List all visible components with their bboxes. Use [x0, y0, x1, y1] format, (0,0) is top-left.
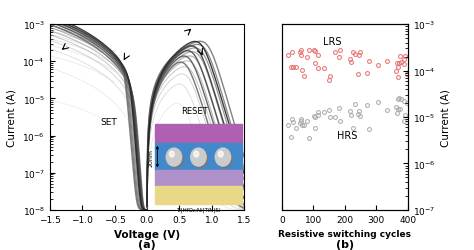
Text: SET: SET [100, 118, 117, 127]
Text: (b): (b) [336, 239, 354, 249]
X-axis label: Voltage (V): Voltage (V) [114, 229, 180, 239]
Text: (a): (a) [138, 239, 156, 249]
Text: RESET: RESET [181, 107, 207, 116]
Y-axis label: Current (A): Current (A) [7, 89, 17, 146]
Text: LRS: LRS [323, 36, 341, 46]
Text: HRS: HRS [337, 130, 357, 140]
X-axis label: Resistive switching cycles: Resistive switching cycles [278, 229, 411, 238]
Y-axis label: Current (A): Current (A) [441, 89, 451, 146]
